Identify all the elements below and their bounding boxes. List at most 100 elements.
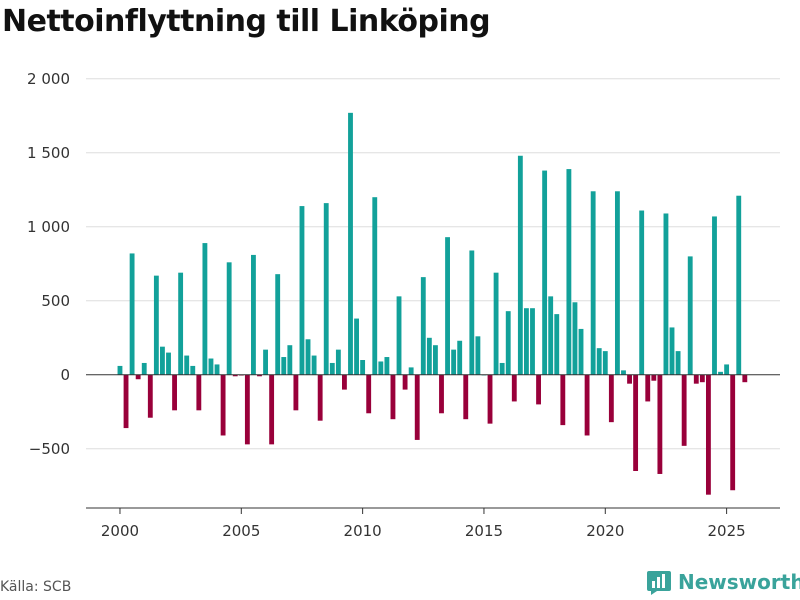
bar [493, 272, 499, 375]
bar [317, 374, 323, 421]
y-tick-label: 0 [60, 366, 70, 384]
bar [633, 374, 639, 471]
bar [451, 349, 457, 375]
bar [542, 170, 548, 375]
x-axis [86, 507, 780, 514]
x-tick-label: 2020 [586, 522, 624, 540]
bar [281, 357, 287, 375]
bar [420, 277, 426, 375]
bar [384, 357, 390, 375]
bar [257, 374, 262, 377]
bar [505, 311, 511, 375]
bar [172, 374, 177, 411]
bar [548, 296, 554, 375]
bar [390, 374, 396, 420]
bar [184, 355, 190, 375]
x-tick-label: 2015 [465, 522, 503, 540]
bar [426, 337, 432, 375]
bar [639, 210, 645, 375]
bar [627, 374, 632, 384]
bar [305, 339, 311, 375]
bar [232, 374, 238, 377]
bar [445, 237, 450, 375]
bar [584, 374, 590, 436]
source-note: Källa: SCB [0, 579, 72, 595]
bar [705, 374, 711, 495]
bar [226, 262, 232, 375]
bar [372, 197, 378, 375]
bar [293, 374, 299, 411]
bar [524, 308, 529, 375]
bar [123, 374, 129, 429]
bar [396, 296, 402, 375]
bar [202, 243, 208, 375]
bar [554, 314, 560, 375]
bar [675, 351, 681, 375]
bar [208, 358, 214, 375]
bar [669, 327, 675, 375]
bar [348, 112, 353, 375]
bar [578, 328, 584, 375]
bar [475, 336, 481, 375]
bar [117, 365, 123, 375]
bar [645, 374, 651, 402]
bar [536, 374, 541, 405]
bar [299, 206, 305, 375]
bar [566, 169, 572, 375]
bar [251, 254, 256, 375]
brand-name: Newsworthy [678, 570, 800, 594]
bar [530, 308, 535, 375]
bar [602, 351, 608, 375]
bar [736, 195, 742, 375]
bar [614, 191, 620, 375]
bar [214, 364, 220, 375]
bar [621, 370, 626, 375]
bar [511, 374, 517, 402]
bar [354, 318, 359, 375]
bar [712, 216, 717, 375]
bar [463, 374, 469, 420]
grid-lines [86, 78, 780, 450]
y-tick-label: 500 [41, 292, 70, 310]
bar [724, 364, 730, 375]
bar [408, 367, 414, 375]
bar [590, 191, 596, 375]
y-tick-label: 1 000 [27, 218, 70, 236]
bar [135, 374, 141, 380]
bar [487, 374, 493, 424]
bar [178, 272, 184, 375]
x-tick-label: 2010 [344, 522, 382, 540]
bar [196, 374, 202, 411]
chart-title: Nettoinflyttning till Linköping [2, 4, 491, 39]
bar [166, 352, 171, 375]
bar [129, 253, 135, 375]
newsworthy-logo-icon [647, 571, 671, 595]
bar [687, 256, 693, 375]
x-tick-label: 2000 [101, 522, 139, 540]
bar [608, 374, 614, 423]
bar [433, 345, 438, 375]
bar [560, 374, 566, 426]
brand-logo: Newsworthy [646, 569, 800, 595]
bar [335, 349, 341, 375]
bar [718, 371, 723, 375]
bar [366, 374, 372, 414]
bar-series [117, 112, 748, 495]
bar [329, 362, 335, 375]
bar [311, 355, 317, 375]
bar [275, 274, 281, 375]
bar [730, 374, 736, 491]
bar [657, 374, 663, 474]
bar [378, 361, 384, 375]
bar [681, 374, 687, 446]
bar [269, 374, 275, 445]
y-tick-label: 1 500 [27, 144, 70, 162]
x-tick-label: 2025 [708, 522, 746, 540]
bar [244, 374, 250, 445]
y-tick-label: 2 000 [27, 70, 70, 88]
bar [572, 302, 578, 375]
bar [160, 346, 165, 375]
bar [699, 374, 705, 383]
y-axis: −500 0 500 1 000 1 500 2 000 [27, 70, 70, 458]
